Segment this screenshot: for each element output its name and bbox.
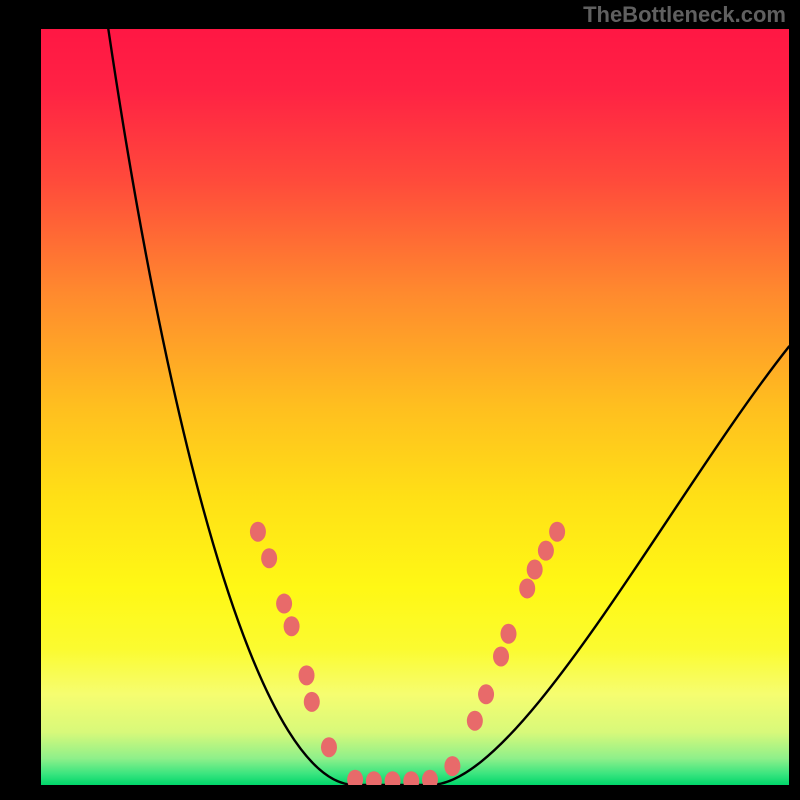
curve-marker — [493, 646, 509, 666]
curve-marker — [549, 522, 565, 542]
plot-area — [0, 0, 800, 800]
curve-marker — [519, 578, 535, 598]
curve-marker — [304, 692, 320, 712]
curve-marker — [538, 541, 554, 561]
curve-marker — [299, 665, 315, 685]
curve-marker — [501, 624, 517, 644]
curve-marker — [261, 548, 277, 568]
curve-marker — [276, 594, 292, 614]
chart-canvas: TheBottleneck.com — [0, 0, 800, 800]
curve-marker — [321, 737, 337, 757]
curve-marker — [467, 711, 483, 731]
curve-marker — [478, 684, 494, 704]
curve-marker — [250, 522, 266, 542]
curve-marker — [284, 616, 300, 636]
gradient-background — [41, 29, 789, 785]
curve-marker — [444, 756, 460, 776]
bottleneck-plot-svg — [0, 0, 800, 800]
watermark-text: TheBottleneck.com — [583, 2, 786, 28]
curve-marker — [527, 560, 543, 580]
